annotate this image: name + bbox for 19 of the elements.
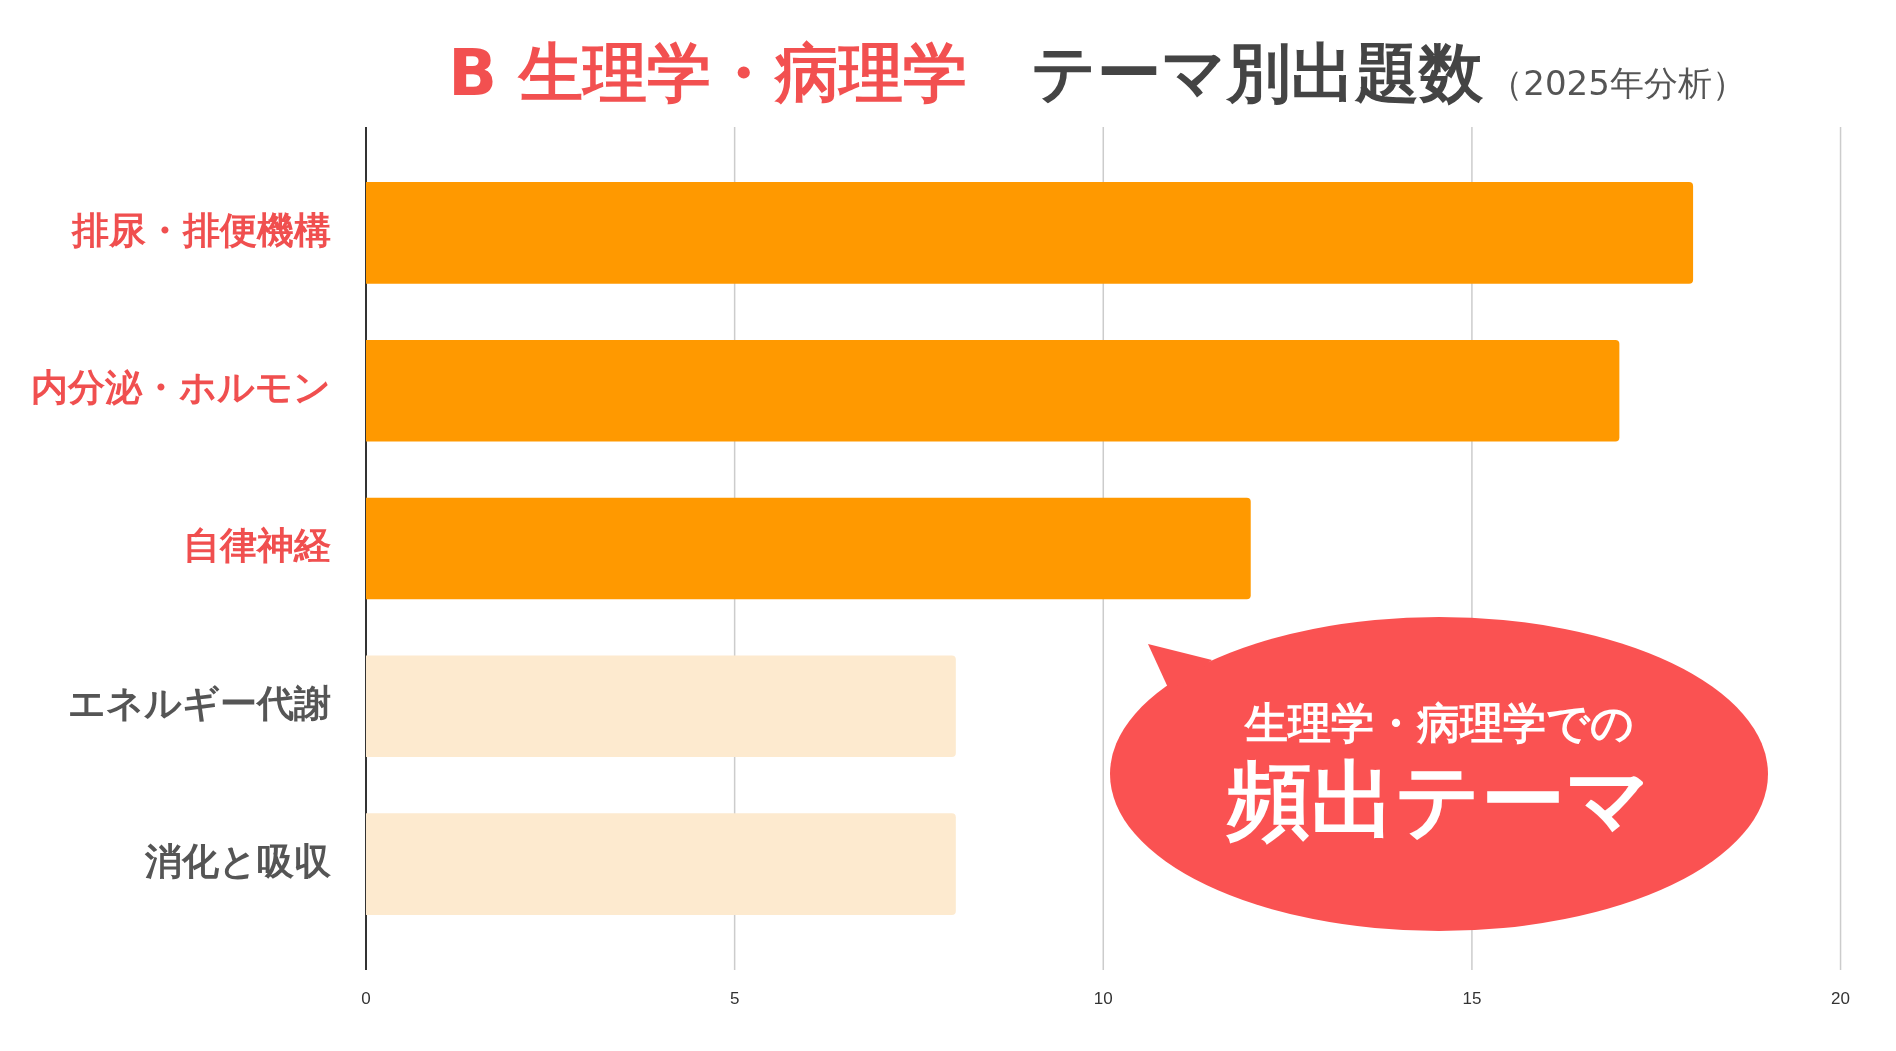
annotation: 頻出テーマ — [1225, 750, 1652, 851]
bar — [366, 339, 1620, 442]
bar — [366, 497, 1251, 600]
y-tick-label: 消化と吸収 — [144, 839, 331, 883]
chart-title: B 生理学・病理学 テーマ別出題数 — [448, 36, 1484, 110]
y-tick-label: エネルギー代謝 — [68, 681, 331, 725]
x-tick-label: 10 — [1093, 988, 1113, 1008]
annotation: 生理学・病理学での — [1243, 697, 1635, 749]
y-tick-label: 内分泌・ホルモン — [31, 366, 331, 410]
bar — [366, 182, 1694, 284]
x-tick-label: 20 — [1831, 988, 1851, 1008]
x-tick-label: 5 — [729, 988, 740, 1008]
y-tick-label: 自律神経 — [183, 524, 331, 568]
bar — [366, 813, 956, 915]
chart-subtitle: （2025年分析） — [1489, 63, 1746, 103]
x-tick-label: 15 — [1462, 988, 1482, 1008]
y-tick-label: 排尿・排便機構 — [71, 208, 331, 252]
x-tick-label: 0 — [361, 988, 371, 1008]
bar — [366, 655, 956, 758]
